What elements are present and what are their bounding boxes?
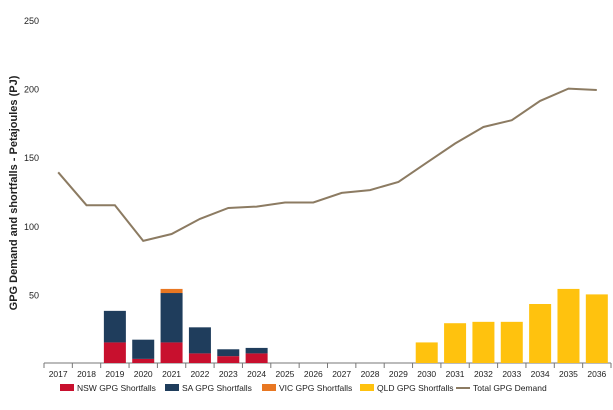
bar-sa-gpg-shortfalls [245, 347, 268, 354]
y-tick-label: 250 [24, 16, 39, 26]
line-layer [57, 87, 597, 243]
x-tick-label: 2019 [105, 369, 124, 379]
x-tick-label: 2030 [417, 369, 436, 379]
x-tick-label: 2034 [531, 369, 550, 379]
bar-nsw-gpg-shortfalls [217, 356, 240, 363]
legend-swatch [165, 384, 179, 391]
x-tick-label: 2020 [134, 369, 153, 379]
x-tick-label: 2021 [162, 369, 181, 379]
legend-item-nsw-gpg-shortfalls: NSW GPG Shortfalls [60, 383, 156, 393]
x-tick-label: 2033 [502, 369, 521, 379]
y-tick-label: 100 [24, 222, 39, 232]
bar-sa-gpg-shortfalls [217, 349, 240, 357]
bar-nsw-gpg-shortfalls [188, 353, 211, 363]
bar-sa-gpg-shortfalls [132, 339, 155, 359]
bar-vic-gpg-shortfalls [160, 288, 183, 294]
x-tick-label: 2017 [49, 369, 68, 379]
bar-nsw-gpg-shortfalls [245, 353, 268, 363]
x-tick-label: 2025 [276, 369, 295, 379]
legend-label: QLD GPG Shortfalls [377, 383, 454, 393]
legend-item-vic-gpg-shortfalls: VIC GPG Shortfalls [262, 383, 352, 393]
x-tick-label: 2027 [332, 369, 351, 379]
legend-label: NSW GPG Shortfalls [77, 383, 156, 393]
y-tick-label: 50 [29, 290, 39, 300]
bars-layer [103, 288, 608, 363]
bar-qld-gpg-shortfalls [585, 294, 608, 363]
legend-item-total-gpg-demand: Total GPG Demand [456, 383, 547, 393]
x-tick-label: 2028 [361, 369, 380, 379]
legend-swatch [360, 384, 374, 391]
axes: 50 100 150 200 250 2017 2018 2019 2020 2021 2022 20… [24, 16, 612, 379]
bar-sa-gpg-shortfalls [103, 310, 126, 343]
bar-qld-gpg-shortfalls [472, 321, 495, 363]
bar-nsw-gpg-shortfalls [132, 358, 155, 363]
y-axis-label: GPG Demand and shortfalls - Petajoules (… [8, 75, 20, 310]
legend: NSW GPG Shortfalls SA GPG Shortfalls VIC G… [60, 383, 547, 393]
legend-label: VIC GPG Shortfalls [279, 383, 352, 393]
bar-nsw-gpg-shortfalls [103, 342, 126, 363]
bar-qld-gpg-shortfalls [557, 288, 580, 363]
legend-label: Total GPG Demand [473, 383, 547, 393]
legend-label: SA GPG Shortfalls [182, 383, 252, 393]
y-tick-label: 200 [24, 85, 39, 95]
y-tick-label: 150 [24, 153, 39, 163]
x-tick-label: 2024 [247, 369, 266, 379]
bar-qld-gpg-shortfalls [415, 342, 438, 363]
x-tick-label: 2026 [304, 369, 323, 379]
bar-qld-gpg-shortfalls [444, 323, 467, 363]
x-tick-label: 2031 [446, 369, 465, 379]
x-tick-label: 2029 [389, 369, 408, 379]
bar-qld-gpg-shortfalls [500, 321, 523, 363]
x-tick-label: 2022 [190, 369, 209, 379]
bar-sa-gpg-shortfalls [188, 327, 211, 354]
legend-item-sa-gpg-shortfalls: SA GPG Shortfalls [165, 383, 252, 393]
x-tick-label: 2023 [219, 369, 238, 379]
legend-swatch [60, 384, 74, 391]
x-tick-label: 2035 [559, 369, 578, 379]
line-total-gpg-demand [57, 87, 597, 243]
bar-qld-gpg-shortfalls [529, 304, 552, 363]
legend-item-qld-gpg-shortfalls: QLD GPG Shortfalls [360, 383, 454, 393]
bar-nsw-gpg-shortfalls [160, 342, 183, 363]
x-tick-label: 2032 [474, 369, 493, 379]
bar-sa-gpg-shortfalls [160, 293, 183, 343]
legend-swatch [262, 384, 276, 391]
x-tick-label: 2018 [77, 369, 96, 379]
x-tick-label: 2036 [587, 369, 606, 379]
